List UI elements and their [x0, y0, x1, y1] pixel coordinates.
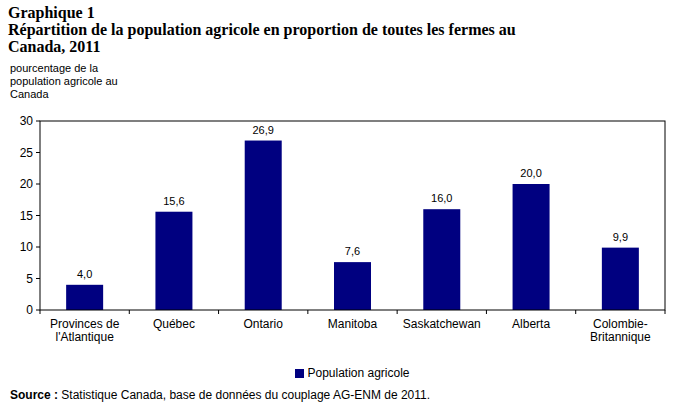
x-tick	[218, 310, 219, 314]
data-label: 15,6	[163, 195, 184, 207]
bar	[245, 141, 282, 310]
y-tick	[36, 184, 40, 185]
subtitle: Répartition de la population agricole en…	[8, 21, 553, 55]
y-tick-label: 15	[20, 209, 34, 223]
x-tick-label: Québec	[129, 318, 219, 331]
x-tick-label: Alberta	[486, 318, 576, 331]
y-tick-label: 30	[20, 114, 34, 128]
bars	[66, 141, 639, 310]
title: Graphique 1	[8, 4, 568, 21]
y-tick-label: 0	[26, 303, 33, 317]
y-tick-label: 25	[20, 146, 34, 160]
chart: 0 5 10 15 20 25 30 4,0 15,6 26,9 7,6 16,0 20,0 9,9	[0, 0, 682, 418]
x-tick	[665, 310, 666, 314]
y-tick-label: 20	[20, 177, 34, 191]
y-axis-label: pourcentage de la population agricole au…	[10, 62, 122, 101]
x-tick	[575, 310, 576, 314]
source: Source : Statistique Canada, base de don…	[10, 388, 670, 402]
data-label: 16,0	[431, 192, 452, 204]
x-tick	[40, 310, 41, 314]
y-tick-label: 5	[26, 272, 33, 286]
x-tick-label: Provinces de l'Atlantique	[40, 318, 130, 344]
x-tick-label: Colombie-Britannique	[575, 318, 665, 344]
plot-frame	[40, 121, 665, 310]
source-prefix: Source :	[10, 388, 58, 402]
x-tick	[307, 310, 308, 314]
bar	[155, 212, 192, 310]
legend: Population agricole	[40, 366, 665, 380]
legend-label: Population agricole	[307, 366, 409, 380]
x-tick	[397, 310, 398, 314]
data-label: 9,9	[613, 231, 628, 243]
x-tick-label: Manitoba	[308, 318, 398, 331]
data-label: 26,9	[253, 124, 274, 136]
y-tick	[36, 247, 40, 248]
y-tick	[36, 152, 40, 153]
y-tick-label: 10	[20, 240, 34, 254]
data-label: 20,0	[520, 167, 541, 179]
y-tick	[36, 310, 40, 311]
data-label: 7,6	[345, 245, 360, 257]
bar	[423, 209, 460, 310]
bar	[513, 184, 550, 310]
y-tick	[36, 278, 40, 279]
x-tick	[129, 310, 130, 314]
y-tick	[36, 121, 40, 122]
x-tick-label: Ontario	[218, 318, 308, 331]
data-label: 4,0	[77, 268, 92, 280]
y-tick	[36, 215, 40, 216]
bar	[334, 262, 371, 310]
legend-swatch	[295, 369, 304, 378]
x-tick-label: Saskatchewan	[397, 318, 487, 331]
bar	[66, 285, 103, 310]
bar	[602, 248, 639, 310]
x-tick	[486, 310, 487, 314]
